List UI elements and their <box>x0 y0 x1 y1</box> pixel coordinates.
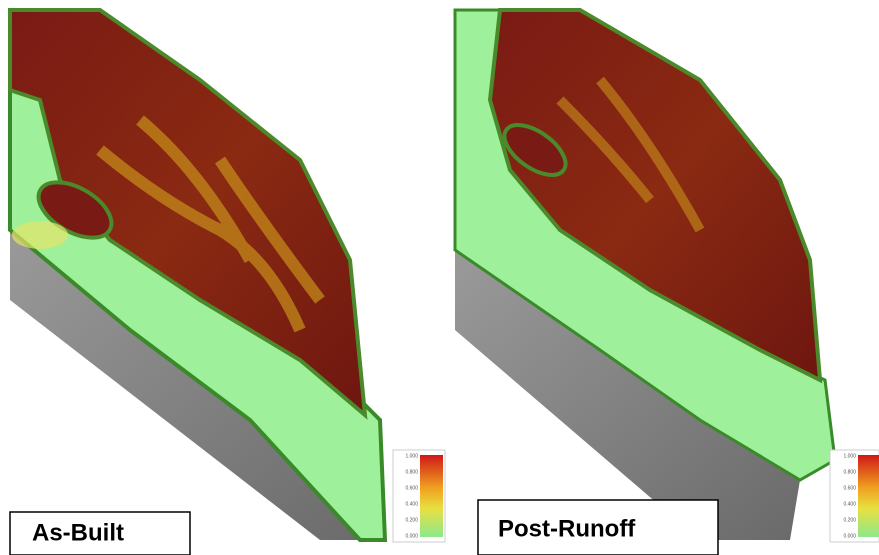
scale-bar <box>420 455 443 537</box>
scale-tick-label: 1.000 <box>843 453 856 459</box>
map-post-runoff <box>455 10 835 540</box>
shallow <box>12 221 68 249</box>
scale-tick-label: 0.400 <box>843 501 856 507</box>
panel-label: As-Built <box>32 519 124 546</box>
scale-tick-label: 0.000 <box>405 533 418 539</box>
scale-tick-label: 0.200 <box>843 517 856 523</box>
scale-tick-label: 0.200 <box>405 517 418 523</box>
scale-tick-label: 0.800 <box>405 469 418 475</box>
panel-label: Post-Runoff <box>498 515 636 542</box>
scale-bar <box>858 455 879 537</box>
scale-left <box>393 450 445 542</box>
scale-tick-label: 0.800 <box>843 469 856 475</box>
scale-tick-label: 0.000 <box>843 533 856 539</box>
scale-tick-label: 1.000 <box>405 453 418 459</box>
scale-right <box>830 450 879 542</box>
map-as-built <box>10 10 385 540</box>
scale-tick-label: 0.400 <box>405 501 418 507</box>
scale-tick-label: 0.600 <box>843 485 856 491</box>
scale-tick-label: 0.600 <box>405 485 418 491</box>
figure: As-Built Post-Runoff 1.000 0.800 0.600 0.40… <box>0 0 879 555</box>
